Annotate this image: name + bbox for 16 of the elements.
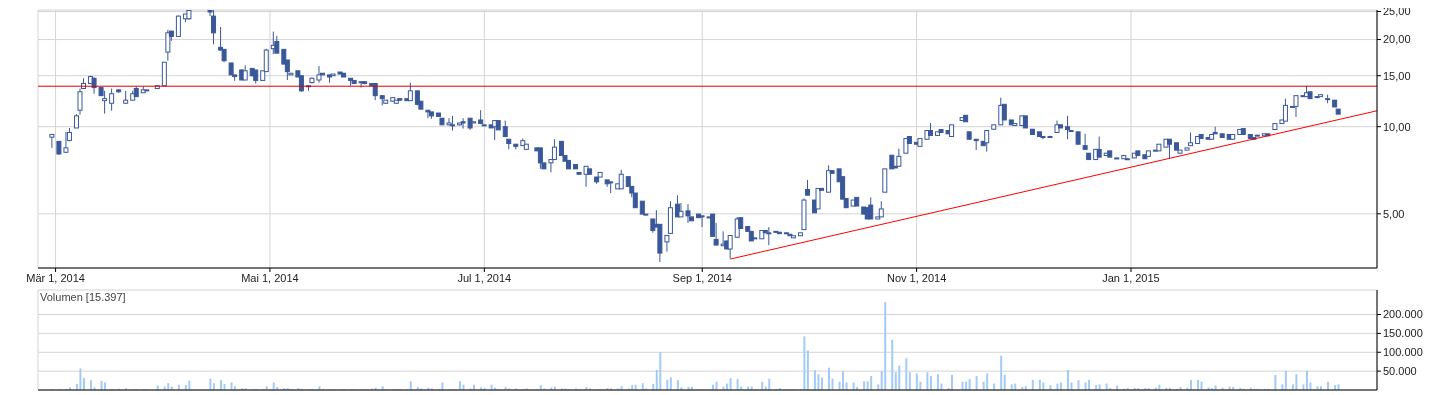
x-tick-label: Mär 1, 2014 bbox=[26, 271, 85, 284]
y-tick-label: 20,00 bbox=[1383, 33, 1411, 46]
x-tick-label: Jul 1, 2014 bbox=[457, 271, 512, 284]
chart-title: Volumen [15.397] bbox=[40, 291, 126, 303]
y-tick-label: 15,00 bbox=[1383, 69, 1411, 82]
x-tick-label: Mai 1, 2014 bbox=[241, 271, 299, 284]
x-tick-label: Jan 1, 2015 bbox=[1102, 271, 1160, 284]
y-tick-label: 10,00 bbox=[1383, 120, 1411, 133]
y-tick-label: 50.000 bbox=[1383, 365, 1417, 378]
y-tick-label: 25,00 bbox=[1383, 5, 1411, 18]
y-tick-label: 5,00 bbox=[1383, 207, 1405, 220]
y-tick-label: 100.000 bbox=[1383, 346, 1423, 359]
y-tick-label: 150.000 bbox=[1383, 327, 1423, 340]
x-tick-label: Sep 1, 2014 bbox=[672, 271, 732, 284]
x-tick-label: Nov 1, 2014 bbox=[886, 271, 947, 284]
y-tick-label: 200.000 bbox=[1383, 308, 1423, 321]
